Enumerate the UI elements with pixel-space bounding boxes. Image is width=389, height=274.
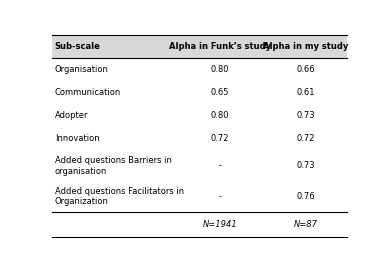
Text: Innovation: Innovation — [54, 135, 99, 144]
Text: Added questions Facilitators in
Organization: Added questions Facilitators in Organiza… — [54, 187, 184, 206]
Text: -: - — [219, 192, 222, 201]
Text: -: - — [219, 161, 222, 170]
Text: Alpha in Funk’s study: Alpha in Funk’s study — [169, 42, 271, 51]
Text: Communication: Communication — [54, 88, 121, 97]
Text: 0.80: 0.80 — [211, 111, 229, 120]
Text: Alpha in my study: Alpha in my study — [263, 42, 349, 51]
Text: Organisation: Organisation — [54, 65, 109, 74]
Text: Sub-scale: Sub-scale — [54, 42, 100, 51]
Bar — [52, 35, 347, 58]
Text: 0.61: 0.61 — [296, 88, 315, 97]
Text: 0.73: 0.73 — [296, 161, 315, 170]
Text: 0.72: 0.72 — [211, 135, 229, 144]
Text: 0.76: 0.76 — [296, 192, 315, 201]
Text: 0.65: 0.65 — [211, 88, 229, 97]
Text: N=1941: N=1941 — [203, 220, 237, 229]
Text: 0.72: 0.72 — [296, 135, 315, 144]
Text: Added questions Barriers in
organisation: Added questions Barriers in organisation — [54, 156, 172, 176]
Text: 0.73: 0.73 — [296, 111, 315, 120]
Text: Adopter: Adopter — [54, 111, 88, 120]
Text: 0.66: 0.66 — [296, 65, 315, 74]
Text: 0.80: 0.80 — [211, 65, 229, 74]
Text: N=87: N=87 — [294, 220, 318, 229]
